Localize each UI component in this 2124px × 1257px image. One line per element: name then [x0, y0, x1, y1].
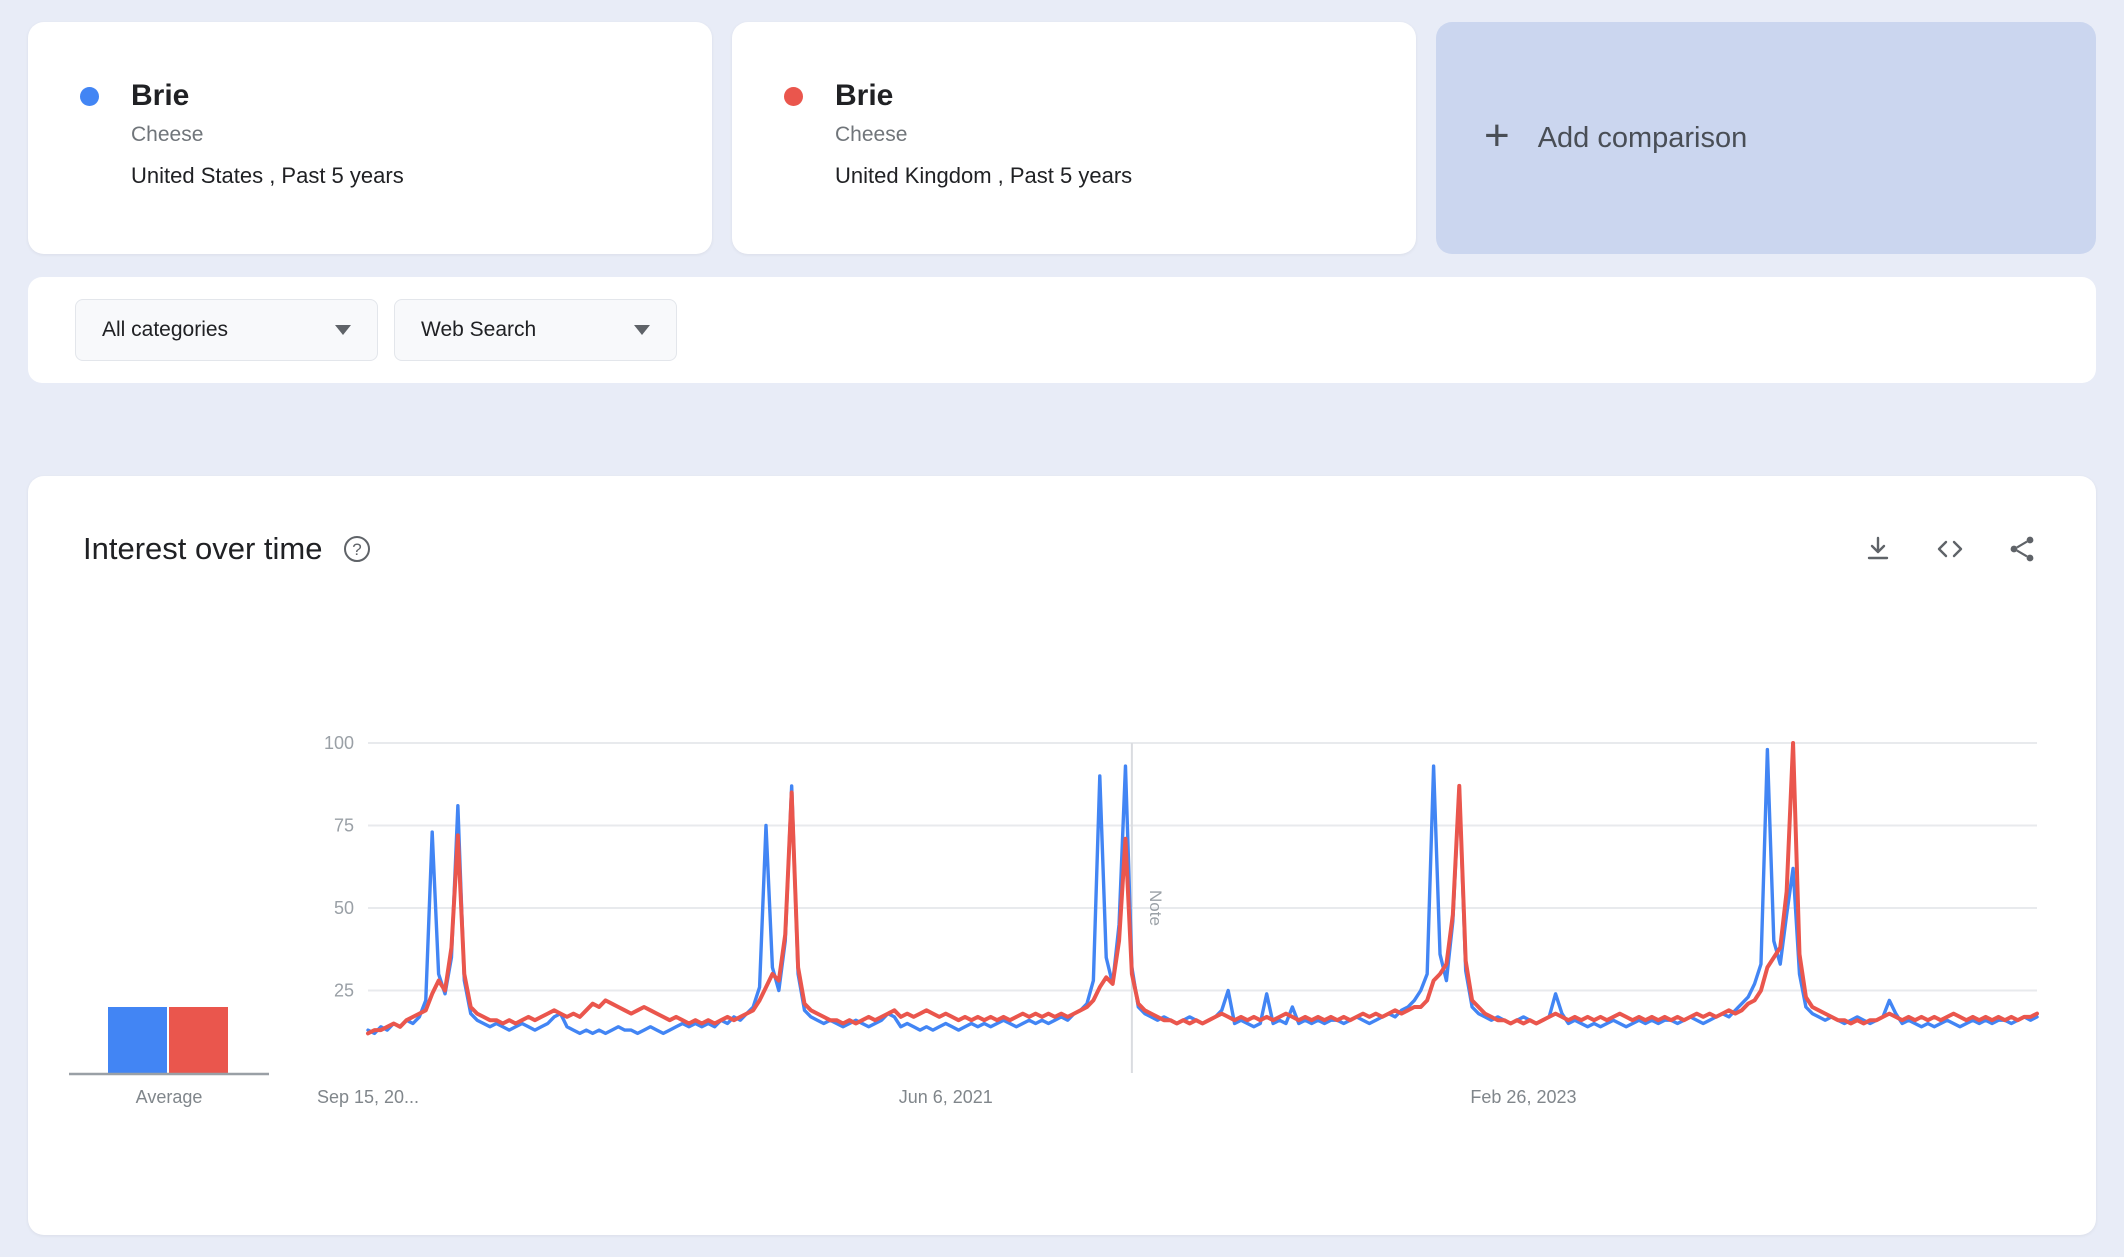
chevron-down-icon — [335, 325, 351, 335]
comparison-card-united-kingdom[interactable]: Brie Cheese United Kingdom , Past 5 year… — [732, 22, 1416, 254]
term-topic-type: Cheese — [131, 123, 204, 146]
term-region-timerange: United Kingdom , Past 5 years — [835, 163, 1133, 188]
term-topic-type: Cheese — [835, 123, 908, 146]
add-comparison-label: Add comparison — [1537, 121, 1748, 154]
svg-text:Feb 26, 2023: Feb 26, 2023 — [1470, 1087, 1576, 1107]
svg-text:Sep 15, 20...: Sep 15, 20... — [317, 1087, 419, 1107]
category-dropdown-label: All categories — [102, 318, 229, 341]
chart-header: Interest over time ? — [28, 476, 2096, 569]
svg-text:50: 50 — [334, 898, 354, 918]
search-term: Brie — [835, 79, 894, 112]
term-info: Brie Cheese United States , Past 5 years — [131, 76, 404, 254]
svg-text:Jun 6, 2021: Jun 6, 2021 — [899, 1087, 993, 1107]
series-color-dot-red — [784, 87, 803, 106]
svg-text:100: 100 — [324, 733, 354, 753]
interest-over-time-chart[interactable]: 25 50 75 100 Sep 15, 20... Jun 6, 2021 Feb 26,… — [28, 561, 2096, 1161]
chart-title: Interest over time — [83, 530, 323, 566]
category-dropdown[interactable]: All categories — [75, 299, 378, 361]
share-icon[interactable] — [2006, 533, 2038, 565]
search-type-dropdown-label: Web Search — [421, 318, 537, 341]
search-term: Brie — [131, 79, 190, 112]
help-icon[interactable]: ? — [342, 534, 372, 569]
svg-text:Average: Average — [136, 1087, 203, 1107]
download-icon[interactable] — [1862, 533, 1894, 565]
svg-text:75: 75 — [334, 816, 354, 836]
chart-actions — [1862, 533, 2038, 565]
term-info: Brie Cheese United Kingdom , Past 5 year… — [835, 76, 1132, 254]
svg-text:?: ? — [353, 540, 362, 559]
search-type-dropdown[interactable]: Web Search — [394, 299, 677, 361]
add-comparison-button[interactable]: + Add comparison — [1436, 22, 2096, 254]
comparison-row: Brie Cheese United States , Past 5 years… — [28, 22, 2096, 254]
svg-text:Note: Note — [1146, 890, 1165, 926]
svg-text:25: 25 — [334, 981, 354, 1001]
plus-icon: + — [1484, 111, 1510, 160]
series-color-dot-blue — [80, 87, 99, 106]
embed-icon[interactable] — [1934, 533, 1966, 565]
term-region-timerange: United States , Past 5 years — [131, 163, 404, 188]
comparison-card-united-states[interactable]: Brie Cheese United States , Past 5 years — [28, 22, 712, 254]
interest-over-time-card: Interest over time ? — [28, 476, 2096, 1235]
chevron-down-icon — [634, 325, 650, 335]
filter-bar: All categories Web Search — [28, 277, 2096, 383]
